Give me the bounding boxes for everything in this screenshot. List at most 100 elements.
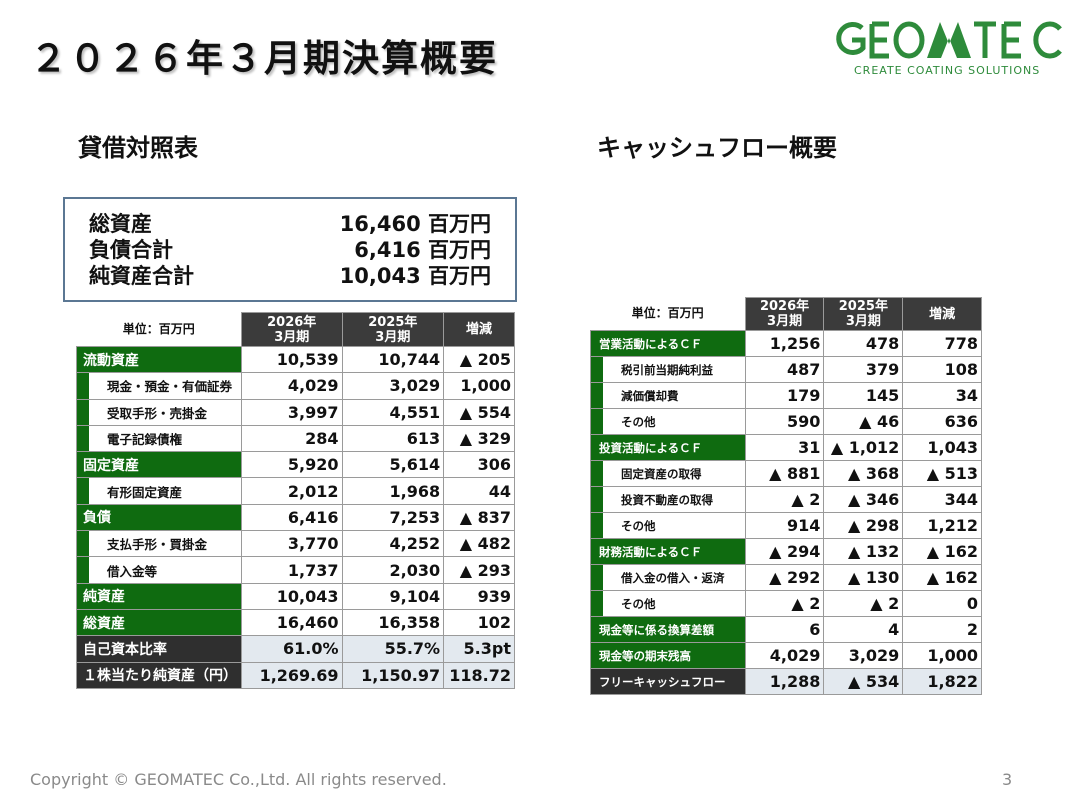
summary-row-total-liabilities: 負債合計 6,416 百万円 (89, 237, 491, 263)
cell-v2026: 590 (744, 408, 825, 435)
column-header-2026: 2026年 3月期 (744, 297, 825, 331)
table-row: 自己資本比率 61.0% 55.7% 5.3pt (76, 635, 515, 663)
cell-v2026: 2,012 (240, 477, 343, 505)
cell-v2026: 1,269.69 (240, 661, 343, 689)
row-label: 減価償却費 (590, 382, 746, 409)
cell-v2025: 379 (823, 356, 904, 383)
cell-diff: 778 (902, 330, 982, 357)
cell-v2025: 4 (823, 616, 904, 643)
column-header-text: 2025年 3月期 (838, 299, 888, 329)
cell-diff: ▲ 482 (443, 530, 515, 558)
summary-label: 純資産合計 (89, 264, 194, 288)
cell-v2025: 1,968 (341, 477, 445, 505)
column-header-diff: 増減 (443, 312, 515, 347)
cell-diff: 44 (443, 477, 515, 505)
column-header-2025: 2025年 3月期 (341, 312, 445, 347)
cell-v2026: ▲ 292 (744, 564, 825, 591)
cell-v2026: 31 (744, 434, 825, 461)
summary-label: 総資産 (89, 212, 152, 236)
cell-v2025: 613 (341, 424, 445, 453)
cell-v2026: ▲ 294 (744, 538, 825, 565)
cell-v2026: 1,737 (240, 556, 343, 584)
cell-v2025: 2,030 (341, 556, 445, 584)
row-label: 総資産 (76, 608, 242, 637)
summary-value: 6,416 百万円 (354, 238, 491, 262)
summary-label: 負債合計 (89, 238, 173, 262)
cell-v2025: 4,252 (341, 530, 445, 558)
row-label: 固定資産 (76, 451, 242, 479)
row-label: 受取手形・売掛金 (76, 398, 242, 426)
row-label: 税引前当期純利益 (590, 356, 746, 383)
summary-value: 10,043 百万円 (339, 264, 491, 288)
cell-v2025: ▲ 132 (823, 538, 904, 565)
table-row: 営業活動によるＣＦ 1,256 478 778 (590, 330, 982, 357)
cell-v2026: 487 (744, 356, 825, 383)
table-row: 受取手形・売掛金 3,997 4,551 ▲ 554 (76, 398, 515, 426)
cell-v2026: 284 (240, 424, 343, 453)
unit-label: 単位：百万円 (76, 312, 242, 347)
cell-diff: 34 (902, 382, 982, 409)
cell-v2026: 10,043 (240, 582, 343, 610)
cell-diff: 1,822 (902, 668, 982, 695)
row-label: 財務活動によるＣＦ (590, 538, 746, 565)
table-row: 投資不動産の取得 ▲ 2 ▲ 346 344 (590, 486, 982, 513)
row-label: 純資産 (76, 582, 242, 610)
cell-v2025: 16,358 (341, 608, 445, 637)
row-label: 流動資産 (76, 345, 242, 374)
column-header-2026: 2026年 3月期 (240, 312, 343, 347)
cash-flow-body: 営業活動によるＣＦ 1,256 478 778 税引前当期純利益 487 379 108 減価償… (590, 330, 982, 695)
table-row: 支払手形・買掛金 3,770 4,252 ▲ 482 (76, 530, 515, 558)
cell-v2025: ▲ 46 (823, 408, 904, 435)
cell-diff: 939 (443, 582, 515, 610)
cell-v2025: 5,614 (341, 451, 445, 479)
cell-diff: 344 (902, 486, 982, 513)
cell-diff: 0 (902, 590, 982, 617)
cell-v2026: 179 (744, 382, 825, 409)
column-header-text: 増減 (466, 322, 493, 337)
table-row: 現金等に係る換算差額 6 4 2 (590, 616, 982, 643)
row-label: その他 (590, 590, 746, 617)
cell-v2026: 1,288 (744, 668, 825, 695)
cell-v2026: 914 (744, 512, 825, 539)
cell-v2026: 1,256 (744, 330, 825, 357)
column-header-text: 2026年 3月期 (267, 314, 317, 345)
summary-row-total-assets: 総資産 16,460 百万円 (89, 211, 491, 237)
table-row: 現金等の期末残高 4,029 3,029 1,000 (590, 642, 982, 669)
row-label: その他 (590, 408, 746, 435)
unit-label: 単位：百万円 (590, 297, 746, 331)
table-row: 流動資産 10,539 10,744 ▲ 205 (76, 345, 515, 374)
table-row: １株当たり純資産（円） 1,269.69 1,150.97 118.72 (76, 661, 515, 689)
geomatec-logo-mark (836, 21, 1062, 59)
table-row: 減価償却費 179 145 34 (590, 382, 982, 409)
balance-summary-box: 総資産 16,460 百万円 負債合計 6,416 百万円 純資産合計 10,0… (63, 197, 517, 302)
cell-v2025: 9,104 (341, 582, 445, 610)
table-row: 固定資産の取得 ▲ 881 ▲ 368 ▲ 513 (590, 460, 982, 487)
cell-v2026: 6 (744, 616, 825, 643)
row-label: 投資不動産の取得 (590, 486, 746, 513)
balance-sheet-title: 貸借対照表 (78, 134, 198, 162)
summary-value: 16,460 百万円 (339, 212, 491, 236)
cell-v2026: 4,029 (744, 642, 825, 669)
cell-v2025: 4,551 (341, 398, 445, 426)
table-row: 借入金の借入・返済 ▲ 292 ▲ 130 ▲ 162 (590, 564, 982, 591)
table-row: 総資産 16,460 16,358 102 (76, 608, 515, 637)
cell-diff: 1,043 (902, 434, 982, 461)
cell-diff: 1,000 (443, 372, 515, 400)
row-label: 固定資産の取得 (590, 460, 746, 487)
column-header-text: 増減 (929, 306, 956, 322)
cell-v2025: 3,029 (823, 642, 904, 669)
row-label: 負債 (76, 503, 242, 532)
company-logo: CREATE COATING SOLUTIONS (832, 18, 1068, 80)
cell-diff: ▲ 554 (443, 398, 515, 426)
cell-diff: ▲ 329 (443, 424, 515, 453)
table-row: 税引前当期純利益 487 379 108 (590, 356, 982, 383)
cell-diff: 636 (902, 408, 982, 435)
column-header-2025: 2025年 3月期 (823, 297, 904, 331)
table-row: 投資活動によるＣＦ 31 ▲ 1,012 1,043 (590, 434, 982, 461)
row-label: 借入金の借入・返済 (590, 564, 746, 591)
cell-diff: 1,212 (902, 512, 982, 539)
cell-v2025: 145 (823, 382, 904, 409)
row-label: 現金・預金・有価証券 (76, 372, 242, 400)
copyright-text: Copyright © GEOMATEC Co.,Ltd. All rights… (30, 770, 447, 789)
